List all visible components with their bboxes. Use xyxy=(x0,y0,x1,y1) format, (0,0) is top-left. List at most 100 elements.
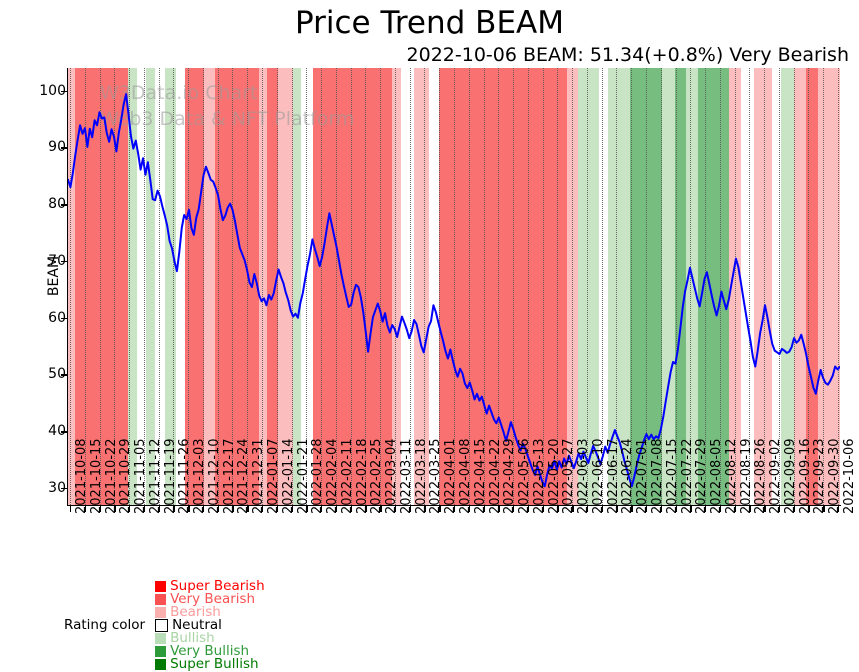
legend-item[interactable]: Very Bearish xyxy=(155,592,265,606)
x-axis-tick xyxy=(335,506,338,512)
gridline xyxy=(365,68,367,505)
rating-band xyxy=(392,68,402,505)
plot-area: W3Data.io Chart Web3 Data & NFT Platform xyxy=(68,68,840,505)
x-axis-tick-label: 2022-09-02 xyxy=(768,438,784,514)
x-axis-tick xyxy=(483,506,485,512)
price-polyline xyxy=(68,93,840,488)
y-axis-tick xyxy=(61,374,67,376)
rating-band xyxy=(599,68,609,505)
rating-band xyxy=(793,68,807,505)
y-axis-tick xyxy=(61,260,67,263)
x-axis-tick xyxy=(84,506,87,512)
x-axis-tick xyxy=(808,506,810,512)
x-axis-tick-label: 2022-07-15 xyxy=(664,438,680,514)
gridline xyxy=(675,68,677,505)
x-axis-tick-label: 2021-12-03 xyxy=(192,438,208,514)
gridline xyxy=(321,68,323,505)
legend-label: Neutral xyxy=(172,616,222,633)
x-axis-tick xyxy=(793,506,796,512)
gridline xyxy=(173,68,175,505)
x-axis-tick xyxy=(188,506,190,512)
legend-title: Rating color xyxy=(64,617,146,633)
gridline xyxy=(291,68,293,505)
x-axis-tick-label: 2022-03-04 xyxy=(384,438,400,514)
legend-item[interactable]: Super Bullish xyxy=(155,657,265,671)
rating-band xyxy=(429,68,439,505)
legend-item[interactable]: Bearish xyxy=(155,603,265,620)
rating-band xyxy=(301,68,314,505)
x-axis-tick-label: 2021-11-12 xyxy=(147,438,163,514)
rating-band xyxy=(741,68,754,505)
x-axis-tick-label: 2021-10-29 xyxy=(118,438,134,514)
rating-band xyxy=(128,68,138,505)
legend-item[interactable]: Very Bullish xyxy=(155,642,265,659)
x-axis-tick xyxy=(527,506,530,512)
rating-band xyxy=(68,68,75,505)
rating-band xyxy=(685,68,698,505)
gridline xyxy=(719,68,721,505)
chart-subtitle: 2022-10-06 BEAM: 51.34(+0.8%) Very Beari… xyxy=(406,44,849,66)
rating-band xyxy=(772,68,782,505)
x-axis-tick xyxy=(173,506,175,512)
y-axis-tick xyxy=(61,431,67,433)
x-axis-tick-label: 2022-02-25 xyxy=(369,438,385,514)
gridline xyxy=(99,68,101,505)
x-axis-tick-label: 2022-08-26 xyxy=(753,438,769,514)
gridline xyxy=(70,68,71,505)
x-axis-tick-label: 2022-03-11 xyxy=(398,438,414,514)
x-axis-tick xyxy=(660,506,663,512)
x-axis-tick-label: 2021-11-05 xyxy=(133,438,149,514)
legend-swatch-icon xyxy=(155,658,167,670)
gridline xyxy=(601,68,603,505)
x-axis-tick xyxy=(749,506,751,512)
legend-swatch-icon xyxy=(155,606,167,618)
vertical-gridlines xyxy=(68,68,840,505)
x-axis-tick-label: 2022-09-30 xyxy=(827,438,843,514)
x-axis-tick-label: 2022-04-22 xyxy=(487,438,503,514)
x-axis-tick-label: 2022-02-11 xyxy=(339,438,355,514)
gridline xyxy=(439,68,441,505)
x-axis-tick xyxy=(513,506,515,512)
gridline xyxy=(217,68,219,505)
x-axis-tick-label: 2022-05-06 xyxy=(517,438,533,514)
x-axis-tick xyxy=(99,506,101,512)
legend: Rating color Super Bearish Very Bearish Be… xyxy=(64,579,273,671)
gridline xyxy=(84,68,86,505)
x-axis-tick xyxy=(586,506,589,512)
x-axis-tick xyxy=(631,506,633,512)
rating-band xyxy=(674,68,686,505)
x-axis-tick xyxy=(424,506,426,512)
rating-band xyxy=(313,68,393,505)
gridline xyxy=(158,68,160,505)
y-axis-tick-label: 60 xyxy=(48,309,66,326)
x-axis-tick xyxy=(217,506,220,512)
x-axis-tick xyxy=(454,506,456,512)
x-axis-tick xyxy=(646,506,648,512)
x-axis-tick-label: 2022-01-28 xyxy=(310,438,326,514)
x-axis-line xyxy=(67,505,841,507)
legend-item[interactable]: Neutral xyxy=(155,616,265,633)
x-axis-tick-label: 2022-06-17 xyxy=(605,438,621,514)
rating-band xyxy=(74,68,129,505)
x-axis-tick xyxy=(114,506,116,512)
x-axis-tick-label: 2022-04-01 xyxy=(443,438,459,514)
x-axis-tick xyxy=(321,506,323,512)
legend-item[interactable]: Super Bearish xyxy=(155,577,265,594)
gridline xyxy=(306,68,308,505)
gridline xyxy=(690,68,692,505)
legend-label: Bearish xyxy=(170,603,221,620)
x-axis-tick-label: 2022-06-10 xyxy=(590,438,606,514)
legend-label: Super Bearish xyxy=(170,577,265,594)
legend-label: Bullish xyxy=(170,629,215,646)
y-axis-tick-label: 50 xyxy=(48,366,66,383)
gridline xyxy=(646,68,647,505)
x-axis-tick xyxy=(276,506,279,512)
y-axis-tick-label: 100 xyxy=(39,82,66,99)
legend-label: Very Bullish xyxy=(170,642,250,659)
y-axis-title: BEAM xyxy=(46,255,62,297)
y-axis-line xyxy=(67,68,69,506)
x-axis-tick xyxy=(202,506,205,512)
legend-item[interactable]: Bullish xyxy=(155,629,265,646)
x-axis-tick xyxy=(468,506,471,512)
legend-swatch-icon xyxy=(155,618,169,632)
